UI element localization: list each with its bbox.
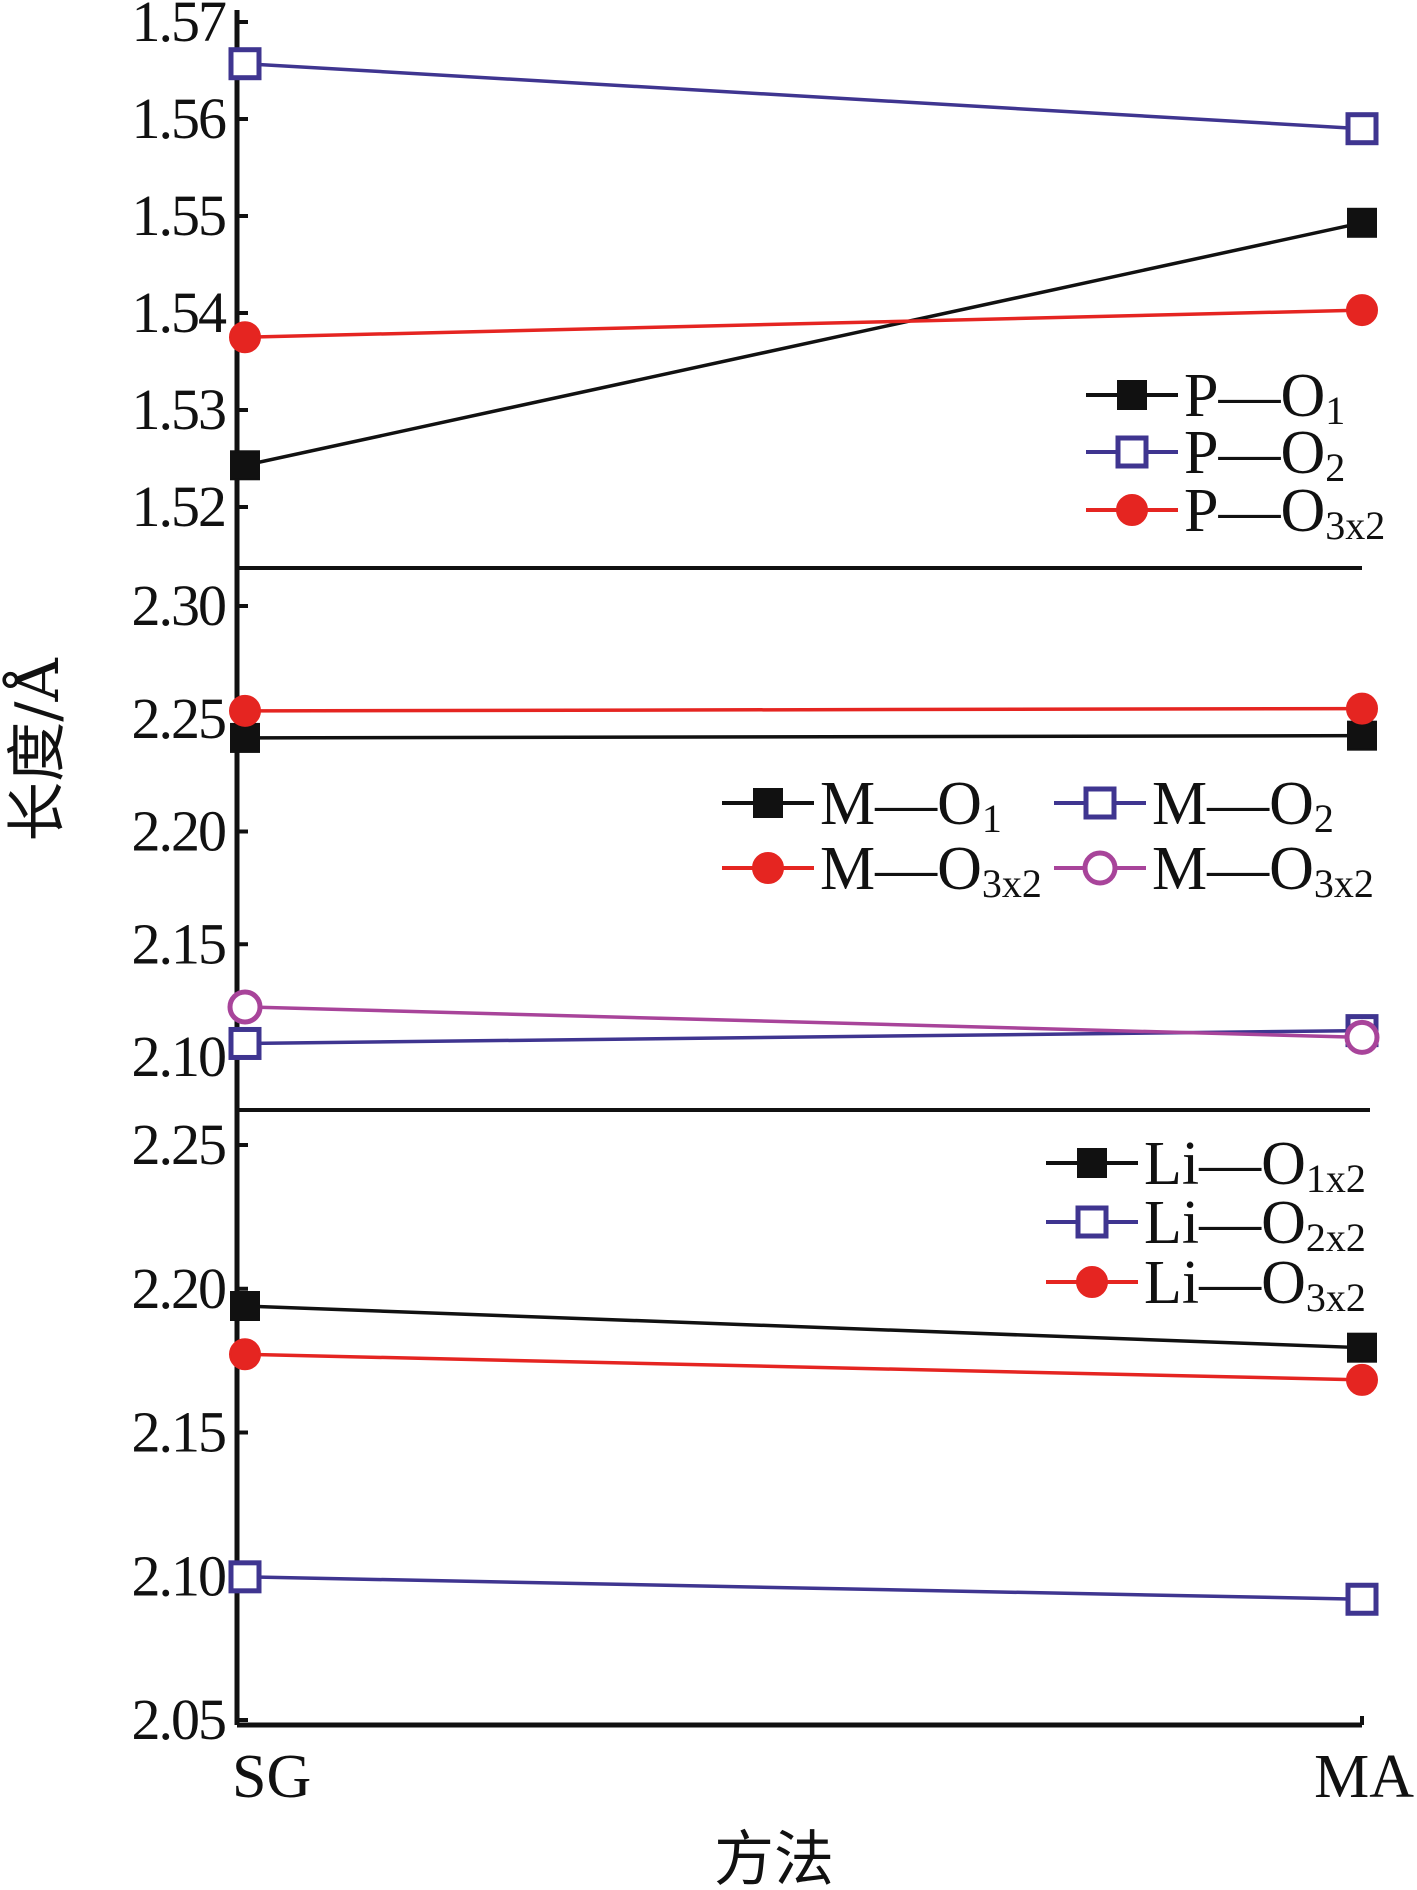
y-tick-label: 1.56 <box>132 86 227 151</box>
y-tick-label: 2.15 <box>132 1400 226 1465</box>
x-axis-title: 方法 <box>714 1825 834 1890</box>
series-1-2 <box>229 692 1378 727</box>
series-0-1 <box>228 47 1379 146</box>
legend-marker <box>1117 380 1147 410</box>
series-line <box>244 733 1363 740</box>
y-tick-label: 1.55 <box>132 183 226 248</box>
legend-label: P—O2 <box>1184 419 1345 490</box>
series-0-0 <box>230 207 1377 481</box>
series-0-2 <box>229 294 1378 354</box>
y-tick-label: 2.25 <box>132 686 226 751</box>
y-tick-label: 2.10 <box>132 1024 226 1089</box>
axes: 1.57 1.56 1.55 1.54 1.53 1.52 2.30 2.25 2.20 2.15… <box>132 0 1415 1811</box>
series-1-3 <box>227 989 1380 1055</box>
y-tick-label: 2.15 <box>132 911 226 976</box>
y-tick-label: 1.53 <box>132 377 226 442</box>
y-tick-label: 2.20 <box>132 799 226 864</box>
data-point <box>1347 720 1377 751</box>
y-tick-label: 1.57 <box>132 0 227 54</box>
legend-marker <box>1076 1266 1108 1298</box>
legend-marker <box>1116 494 1148 526</box>
data-point <box>1347 1332 1377 1363</box>
data-point <box>1345 112 1379 146</box>
series-line <box>244 1005 1363 1040</box>
legend-item: M—O1 <box>722 770 1002 841</box>
data-point <box>228 47 262 81</box>
series-line <box>244 61 1363 131</box>
legend-item: M—O2 <box>1054 770 1334 841</box>
data-point <box>230 450 260 481</box>
legend-label: M—O3x2 <box>820 835 1042 906</box>
data-point <box>1344 1019 1380 1055</box>
data-point <box>1347 207 1377 238</box>
legend-marker <box>753 788 783 818</box>
y-tick-label: 1.52 <box>132 474 226 539</box>
legend-marker <box>752 852 784 884</box>
x-tick-label: SG <box>232 1743 311 1811</box>
data-point <box>229 1338 261 1371</box>
y-tick-label: 2.10 <box>132 1543 226 1608</box>
legend-item: P—O2 <box>1086 419 1345 490</box>
series-line <box>244 221 1363 468</box>
legend-marker <box>1082 850 1118 886</box>
y-tick-label: 2.25 <box>132 1112 226 1177</box>
data-point <box>1345 1582 1379 1616</box>
y-tick-label: 2.30 <box>132 573 226 638</box>
data-point <box>229 321 261 354</box>
data-point <box>1346 692 1378 725</box>
series-2-2 <box>229 1338 1378 1396</box>
legend-top: P—O1P—O2P—O3x2 <box>1086 362 1385 548</box>
y-tick-label: 1.54 <box>132 280 228 345</box>
legend-label: P—O1 <box>1184 362 1345 433</box>
y-tick-label: 2.20 <box>132 1256 226 1321</box>
legend-marker <box>1115 435 1149 469</box>
data-point <box>230 722 260 753</box>
legend-middle: M—O1 M—O2M—O3x2 M—O3x2 <box>722 770 1374 906</box>
y-tick-label: 2.05 <box>132 1687 226 1752</box>
legend-label: M—O2 <box>1152 770 1334 841</box>
x-tick-label: MA <box>1314 1743 1414 1811</box>
series-2-0 <box>230 1291 1377 1363</box>
series-line <box>244 1304 1363 1350</box>
legend-item: P—O1 <box>1086 362 1345 433</box>
data-point <box>227 989 263 1025</box>
series-1-0 <box>230 720 1377 753</box>
plot-area <box>227 47 1380 1616</box>
legend-item: M—O3x2 <box>722 835 1042 906</box>
legend-label: M—O1 <box>820 770 1002 841</box>
y-axis-title: 长度/Å <box>2 658 73 842</box>
data-point <box>230 1291 260 1321</box>
series-2-1 <box>228 1560 1379 1616</box>
legend-label: P—O3x2 <box>1184 477 1385 548</box>
data-point <box>229 694 261 727</box>
data-point <box>1346 294 1378 327</box>
series-line <box>244 1575 1363 1601</box>
legend-marker <box>1077 1148 1107 1178</box>
series-line <box>244 308 1363 339</box>
data-point <box>228 1560 262 1594</box>
legend-label: M—O3x2 <box>1152 835 1374 906</box>
data-point <box>228 1026 262 1060</box>
data-point <box>1346 1363 1378 1396</box>
legend-item: M—O3x2 <box>1054 835 1374 906</box>
legend-marker <box>1075 1205 1109 1239</box>
series-line <box>244 1352 1363 1382</box>
series-line <box>244 706 1363 713</box>
legend-marker <box>1083 786 1117 820</box>
